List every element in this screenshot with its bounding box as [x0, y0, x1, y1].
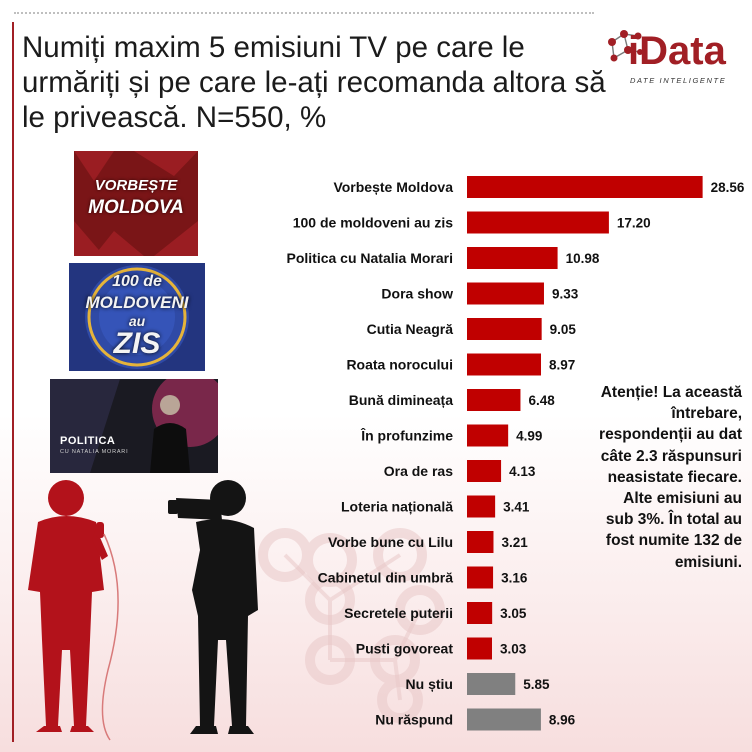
bar — [467, 389, 521, 411]
vorbeste-moldova-line2: MOLDOVA — [88, 197, 184, 218]
value-label: 3.05 — [500, 606, 527, 621]
vorbeste-moldova-image: VORBEȘTE MOLDOVA — [74, 151, 198, 256]
category-label: Vorbe bune cu Lilu — [328, 534, 453, 550]
chart-title: Numiți maxim 5 emisiuni TV pe care le ur… — [22, 31, 606, 134]
bar — [467, 673, 516, 695]
bar — [467, 176, 703, 198]
politica-subtitle: CU NATALIA MORARI — [60, 449, 129, 455]
bar — [467, 424, 509, 447]
value-label: 8.96 — [549, 713, 576, 728]
category-label: Nu știu — [406, 676, 453, 692]
category-label: Loteria națională — [341, 499, 453, 515]
category-label: Cabinetul din umbră — [318, 570, 454, 586]
value-label: 17.20 — [617, 216, 651, 231]
mic-cable-icon — [101, 533, 119, 741]
o-suta-line3: au — [128, 313, 146, 329]
category-label: Politica cu Natalia Morari — [287, 250, 454, 266]
category-label: Cutia Neagră — [367, 321, 454, 337]
category-label: 100 de moldoveni au zis — [293, 215, 453, 231]
bar — [467, 531, 494, 553]
o-suta-line4: ZIS — [113, 327, 161, 360]
top-dotted-rule — [14, 12, 594, 14]
value-label: 9.33 — [552, 287, 579, 302]
o-suta-line1: 100 de — [112, 273, 162, 290]
category-label: Vorbește Moldova — [333, 179, 453, 195]
bar — [467, 318, 542, 340]
politica-image: POLITICA CU NATALIA MORARI — [50, 379, 218, 473]
value-label: 3.16 — [501, 571, 528, 586]
category-label: Dora show — [381, 286, 453, 302]
bar — [467, 602, 493, 624]
category-label: Nu răspund — [375, 712, 453, 728]
value-label: 9.05 — [550, 322, 577, 337]
category-label: Roata norocului — [346, 357, 453, 373]
value-label: 6.48 — [528, 393, 555, 408]
bar — [467, 637, 492, 660]
value-label: 3.41 — [503, 500, 530, 515]
politica-title: POLITICA — [60, 435, 116, 447]
value-label: 4.99 — [516, 429, 542, 444]
bar — [467, 247, 558, 269]
reporter-silhouette-icon — [28, 480, 108, 732]
category-label: Pusti govoreat — [356, 641, 454, 657]
value-label: 8.97 — [549, 358, 575, 373]
idata-logo: iData DATE INTELIGENTE — [604, 22, 740, 92]
category-label: Secretele puterii — [344, 605, 453, 621]
bar — [467, 353, 542, 376]
left-accent-rule — [12, 22, 14, 742]
bar — [467, 708, 541, 731]
value-label: 3.21 — [501, 535, 528, 550]
bar — [467, 495, 496, 518]
value-label: 10.98 — [566, 251, 600, 266]
bar — [467, 460, 502, 482]
value-label: 28.56 — [711, 180, 745, 195]
molecule-logo-icon — [608, 30, 643, 62]
bar — [467, 566, 494, 589]
bar — [467, 282, 544, 305]
attention-note: Atenție! La această întrebare, responden… — [599, 384, 742, 571]
value-label: 5.85 — [523, 677, 550, 692]
value-label: 3.03 — [500, 642, 527, 657]
vorbeste-moldova-line1: VORBEȘTE — [94, 177, 178, 194]
logo-wordmark: iData — [628, 29, 726, 73]
value-label: 4.13 — [509, 464, 536, 479]
category-label: Ora de ras — [384, 463, 453, 479]
bar — [467, 211, 609, 234]
logo-tagline: DATE INTELIGENTE — [630, 76, 727, 85]
category-label: În profunzime — [360, 427, 453, 444]
o-suta-moldoveni-image: 100 de MOLDOVENI au ZIS — [69, 263, 205, 371]
o-suta-line2: MOLDOVENI — [85, 293, 189, 312]
cameraman-silhouette-icon — [168, 480, 258, 734]
reporter-cameraman-silhouettes — [28, 480, 258, 741]
category-label: Bună dimineața — [349, 392, 453, 408]
